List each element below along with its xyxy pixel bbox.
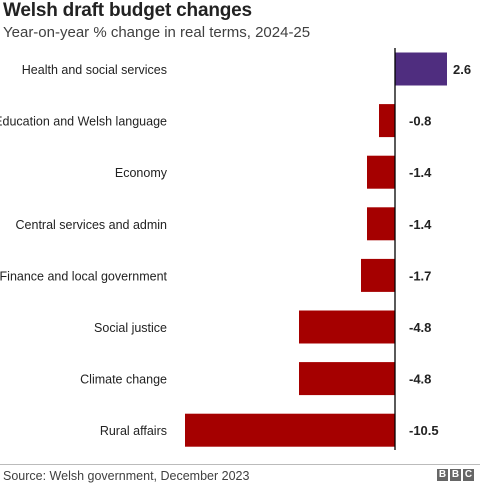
value-label-4: -1.7	[409, 268, 431, 283]
category-label-4: Finance and local government	[0, 269, 168, 283]
bar-4	[361, 258, 395, 292]
bar-chart: Health and social services 2.6 Education a…	[0, 48, 471, 450]
value-label-1: -0.8	[409, 114, 431, 129]
bar-0	[395, 52, 447, 86]
category-label-0: Health and social services	[22, 63, 167, 77]
category-label-1: Education and Welsh language	[0, 115, 167, 129]
footer-divider	[0, 464, 480, 465]
category-label-7: Rural affairs	[100, 424, 167, 438]
bar-5	[299, 310, 395, 344]
value-label-6: -4.8	[409, 372, 431, 387]
chart-subtitle: Year-on-year % change in real terms, 202…	[3, 24, 311, 41]
bar-7	[185, 413, 395, 447]
value-label-0: 2.6	[453, 62, 471, 77]
bbc-logo-letter-c: C	[463, 469, 474, 481]
bbc-logo-letter-b1: B	[437, 469, 448, 481]
value-label-7: -10.5	[409, 423, 439, 438]
bbc-logo: B B C	[437, 469, 474, 481]
value-label-3: -1.4	[409, 217, 432, 232]
bar-6	[299, 362, 395, 396]
bar-3	[367, 207, 395, 241]
bbc-logo-letter-b2: B	[450, 469, 461, 481]
bar-2	[367, 155, 395, 189]
category-label-5: Social justice	[94, 321, 167, 335]
source-note: Source: Welsh government, December 2023	[3, 469, 250, 483]
category-label-6: Climate change	[80, 373, 167, 387]
bar-1	[379, 104, 395, 138]
chart-title: Welsh draft budget changes	[3, 0, 252, 21]
category-label-2: Economy	[115, 166, 168, 180]
value-label-5: -4.8	[409, 320, 431, 335]
value-label-2: -1.4	[409, 165, 432, 180]
category-label-3: Central services and admin	[16, 218, 168, 232]
